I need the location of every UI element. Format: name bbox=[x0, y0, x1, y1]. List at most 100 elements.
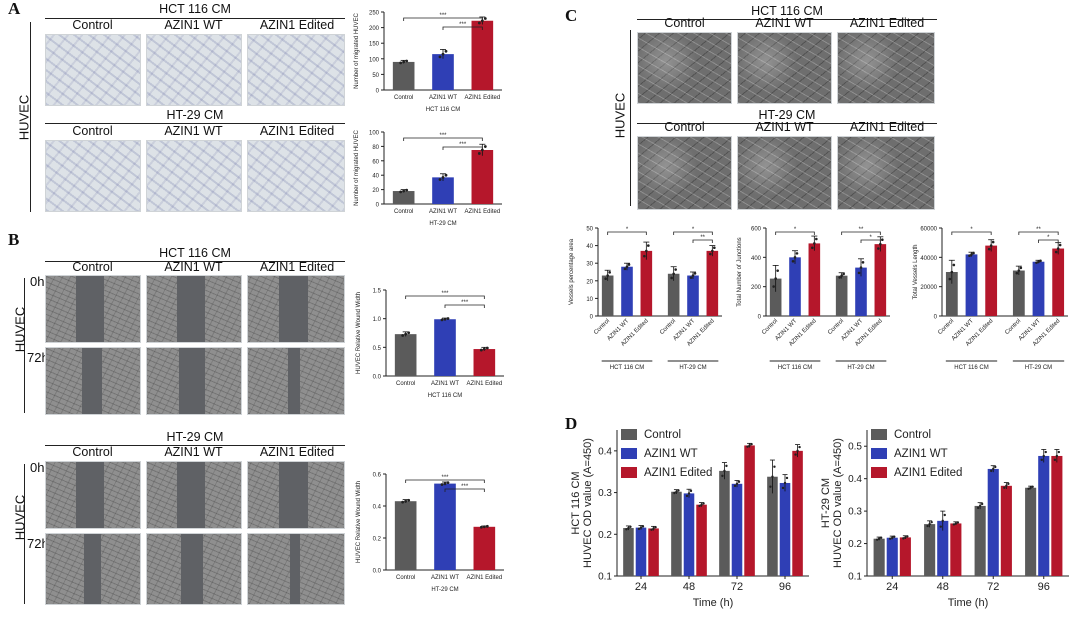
group-label: HCT 116 CM bbox=[610, 365, 644, 371]
bar bbox=[937, 520, 949, 576]
y-tick-label: 0.5 bbox=[373, 346, 382, 352]
data-point bbox=[670, 276, 673, 280]
data-point bbox=[652, 527, 655, 530]
data-point bbox=[930, 520, 933, 524]
sig-bracket bbox=[444, 304, 485, 308]
data-point bbox=[689, 489, 693, 493]
x-tick-label: Control bbox=[1004, 318, 1022, 336]
group-label: HT-29 CM bbox=[679, 365, 706, 371]
panel-letter-b: B bbox=[8, 230, 20, 249]
data-point bbox=[1019, 266, 1023, 270]
a-image-hct-control bbox=[45, 34, 141, 106]
data-point bbox=[902, 537, 905, 540]
legend-label: AZIN1 WT bbox=[644, 448, 698, 460]
bar bbox=[874, 244, 887, 316]
c-image-ht-wt bbox=[737, 136, 832, 210]
x-tick-label: Control bbox=[396, 381, 415, 387]
y-tick-label: 50 bbox=[372, 73, 379, 79]
bar bbox=[1051, 455, 1063, 576]
x-axis-label: HT-29 CM bbox=[431, 587, 458, 593]
bar bbox=[1000, 485, 1012, 576]
data-point bbox=[402, 189, 406, 193]
y-axis-label: Number of migrated HUVEC bbox=[354, 129, 360, 205]
data-point bbox=[978, 504, 982, 508]
data-point bbox=[441, 175, 445, 179]
bar bbox=[731, 483, 743, 576]
legend-swatch bbox=[871, 429, 887, 440]
y-tick-label: 200 bbox=[751, 285, 762, 291]
data-point bbox=[608, 271, 611, 274]
data-point bbox=[989, 244, 993, 247]
data-point bbox=[1003, 486, 1006, 489]
bar bbox=[601, 275, 614, 316]
a-col-wt: AZIN1 WT bbox=[164, 18, 223, 32]
data-point bbox=[796, 449, 799, 453]
data-point bbox=[1054, 250, 1058, 254]
data-point bbox=[647, 244, 650, 247]
bar bbox=[873, 538, 885, 576]
data-point bbox=[733, 484, 737, 488]
x-tick-label: AZIN1 WT bbox=[431, 575, 459, 581]
data-point bbox=[857, 271, 861, 275]
b-image-hct-wt-0h bbox=[146, 275, 242, 343]
data-point bbox=[407, 331, 411, 335]
b-col-wt-2: AZIN1 WT bbox=[164, 445, 223, 459]
data-point bbox=[479, 348, 483, 352]
bar bbox=[808, 243, 821, 316]
bar bbox=[779, 482, 791, 576]
x-tick-label: Control bbox=[761, 318, 779, 336]
data-point bbox=[440, 483, 444, 486]
group-label: HT-29 CM bbox=[847, 365, 874, 371]
bar bbox=[687, 275, 699, 316]
c-col-wt-2: AZIN1 WT bbox=[755, 120, 814, 134]
y-axis-label-line2: HUVEC OD value (A=450) bbox=[582, 438, 594, 568]
b-header-rule-2 bbox=[45, 445, 345, 446]
data-point bbox=[693, 272, 697, 275]
data-point bbox=[399, 61, 403, 65]
bar bbox=[473, 526, 496, 570]
y-tick-label: 60000 bbox=[920, 227, 937, 233]
x-tick-label: AZIN1 WT bbox=[431, 381, 459, 387]
y-tick-label: 0.4 bbox=[598, 446, 612, 457]
data-point bbox=[723, 469, 726, 473]
y-tick-label: 1.5 bbox=[373, 289, 382, 295]
bar bbox=[719, 470, 730, 576]
data-point bbox=[625, 265, 629, 269]
data-point bbox=[399, 190, 403, 194]
data-point bbox=[443, 482, 447, 485]
b-huvec-label: HUVEC bbox=[12, 306, 28, 353]
a-header-rule-2 bbox=[45, 123, 345, 124]
data-point bbox=[483, 17, 487, 20]
y-axis-label-line2: HUVEC OD value (A=450) bbox=[832, 438, 844, 568]
b-huvec-rule-2 bbox=[24, 464, 25, 604]
a-header-ht: HT-29 CM bbox=[166, 108, 224, 122]
data-point bbox=[444, 173, 448, 177]
data-point bbox=[776, 269, 779, 272]
data-point bbox=[402, 60, 406, 64]
x-axis-label: Time (h) bbox=[948, 597, 989, 609]
group-label: HCT 116 CM bbox=[778, 365, 812, 371]
b-image-ht-wt-0h bbox=[146, 461, 242, 529]
bar bbox=[1052, 248, 1065, 316]
y-tick-label: 0.1 bbox=[848, 572, 862, 583]
x-axis-label: Time (h) bbox=[693, 597, 734, 609]
data-point bbox=[604, 277, 607, 280]
bar bbox=[792, 450, 803, 576]
data-point bbox=[992, 467, 995, 471]
data-point bbox=[956, 521, 960, 524]
b-image-ht-edited-72h bbox=[247, 533, 345, 605]
bar bbox=[434, 319, 456, 376]
a-col-wt-2: AZIN1 WT bbox=[164, 124, 223, 138]
c-header-hct: HCT 116 CM bbox=[751, 4, 823, 18]
b-col-wt: AZIN1 WT bbox=[164, 260, 223, 274]
data-point bbox=[968, 254, 971, 258]
data-point bbox=[1015, 271, 1019, 275]
x-tick-label: Control bbox=[827, 318, 845, 336]
y-tick-label: 0.0 bbox=[373, 375, 382, 381]
bar bbox=[640, 250, 653, 316]
b-col-edited-2: AZIN1 Edited bbox=[259, 445, 335, 459]
data-point bbox=[404, 332, 408, 336]
data-point bbox=[713, 246, 716, 250]
bar bbox=[471, 150, 494, 204]
data-point bbox=[746, 445, 749, 448]
